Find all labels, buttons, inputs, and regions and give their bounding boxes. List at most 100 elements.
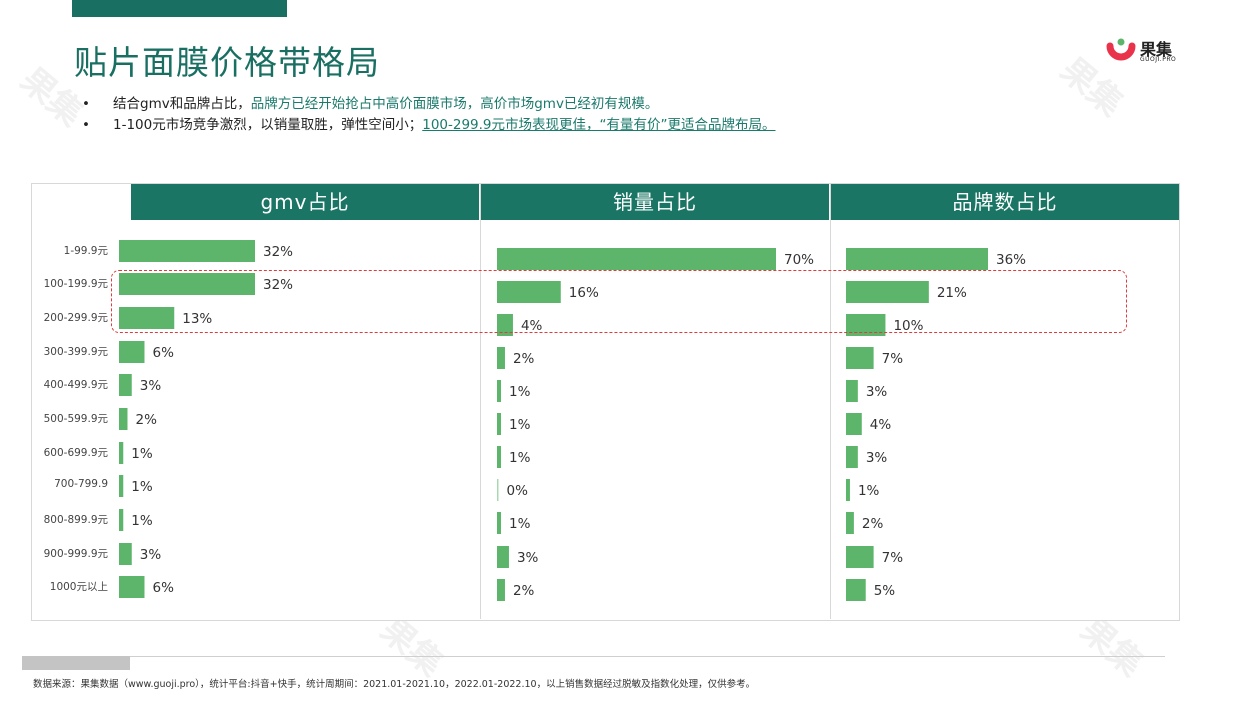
column-header-gmv: gmv占比: [131, 184, 479, 220]
data-label: 3%: [866, 384, 888, 400]
bullet-underline: 100-299.9元市场表现更佳，“有量有价”更适合品牌布局。: [422, 117, 776, 133]
data-label: 1%: [509, 384, 531, 400]
brand-logo: 果集 GUOJI.PRO: [1106, 34, 1186, 68]
category-label: 600-699.9元: [43, 447, 108, 459]
bar: [497, 546, 509, 568]
bar: [119, 273, 255, 295]
bar: [846, 347, 874, 369]
bar: [119, 543, 132, 565]
data-label: 3%: [140, 378, 162, 394]
category-label: 900-999.9元: [43, 548, 108, 560]
bullet-dot-icon: •: [82, 117, 90, 133]
data-label: 1%: [131, 513, 153, 529]
bar: [497, 347, 505, 369]
page-title: 贴片面膜价格带格局: [74, 43, 380, 82]
bullet-dot-icon: •: [82, 96, 90, 112]
data-label: 0%: [507, 483, 529, 499]
logo-icon: [1106, 38, 1136, 61]
data-label: 13%: [182, 311, 212, 327]
bar: [119, 576, 145, 598]
data-label: 7%: [882, 550, 904, 566]
data-label: 2%: [862, 516, 884, 532]
bar: [119, 240, 255, 262]
data-label: 2%: [136, 412, 158, 428]
footer-accent: [22, 656, 130, 670]
data-label: 21%: [937, 285, 967, 301]
column-header-brands: 品牌数占比: [831, 184, 1179, 220]
bar: [497, 579, 505, 601]
bar: [119, 475, 124, 497]
bar: [846, 446, 858, 468]
category-label: 700-799.9: [54, 478, 108, 490]
data-label: 36%: [996, 252, 1026, 268]
data-label: 16%: [569, 285, 599, 301]
data-label: 1%: [509, 516, 531, 532]
bar: [846, 579, 866, 601]
bullet-list: • 结合gmv和品牌占比，品牌方已经开始抢占中高价面膜市场，高价市场gmv已经初有…: [82, 92, 776, 134]
column-divider: [480, 183, 481, 619]
bar: [846, 314, 886, 336]
bar: [119, 408, 128, 430]
data-label: 5%: [874, 583, 896, 599]
category-label: 300-399.9元: [43, 346, 108, 358]
bar: [119, 341, 145, 363]
source-note: 数据来源：果集数据（www.guoji.pro），统计平台:抖音+快手，统计周期…: [33, 679, 756, 690]
data-label: 2%: [513, 583, 535, 599]
highlight-box: [111, 270, 1127, 333]
category-label: 1-99.9元: [63, 245, 108, 257]
category-label: 500-599.9元: [43, 413, 108, 425]
data-label: 1%: [131, 446, 153, 462]
bar: [846, 248, 988, 270]
data-label: 70%: [784, 252, 814, 268]
bar: [119, 307, 175, 329]
data-label: 32%: [263, 244, 293, 260]
logo-name: 果集: [1140, 40, 1173, 59]
bullet-text: 结合gmv和品牌占比，: [113, 96, 251, 112]
data-label: 1%: [131, 479, 153, 495]
category-label: 400-499.9元: [43, 379, 108, 391]
bar: [846, 380, 858, 402]
top-accent-bar: [72, 0, 287, 17]
bar: [846, 281, 929, 303]
bullet-item: • 结合gmv和品牌占比，品牌方已经开始抢占中高价面膜市场，高价市场gmv已经初有…: [82, 92, 776, 113]
bar: [497, 380, 501, 402]
data-label: 1%: [509, 450, 531, 466]
category-label: 1000元以上: [49, 581, 108, 593]
bar: [119, 509, 124, 531]
bar: [497, 281, 561, 303]
data-label: 1%: [509, 417, 531, 433]
data-label: 6%: [153, 580, 175, 596]
data-label: 6%: [153, 345, 175, 361]
data-label: 32%: [263, 277, 293, 293]
bar: [497, 512, 501, 534]
bar: [497, 413, 501, 435]
category-label: 100-199.9元: [43, 278, 108, 290]
data-label: 3%: [517, 550, 539, 566]
category-label: 800-899.9元: [43, 514, 108, 526]
logo-sub: GUOJI.PRO: [1140, 56, 1177, 63]
category-label: 200-299.9元: [43, 312, 108, 324]
bullet-highlight: 品牌方已经开始抢占中高价面膜市场，高价市场gmv已经初有规模。: [250, 96, 659, 112]
data-label: 3%: [140, 547, 162, 563]
data-label: 4%: [870, 417, 892, 433]
bar: [497, 446, 501, 468]
bar: [497, 248, 776, 270]
data-label: 7%: [882, 351, 904, 367]
bar: [846, 512, 854, 534]
data-label: 1%: [858, 483, 880, 499]
data-label: 2%: [513, 351, 535, 367]
data-label: 10%: [893, 318, 923, 334]
bar: [846, 546, 874, 568]
column-header-sales: 销量占比: [481, 184, 829, 220]
bar: [119, 442, 124, 464]
bar: [846, 479, 850, 501]
bullet-text: 1-100元市场竞争激烈，以销量取胜，弹性空间小；: [113, 117, 423, 133]
data-label: 4%: [521, 318, 543, 334]
bar: [119, 374, 132, 396]
data-label: 3%: [866, 450, 888, 466]
bullet-item: • 1-100元市场竞争激烈，以销量取胜，弹性空间小；100-299.9元市场表现…: [82, 113, 776, 134]
bar: [497, 479, 499, 501]
bar: [497, 314, 513, 336]
bar: [846, 413, 862, 435]
